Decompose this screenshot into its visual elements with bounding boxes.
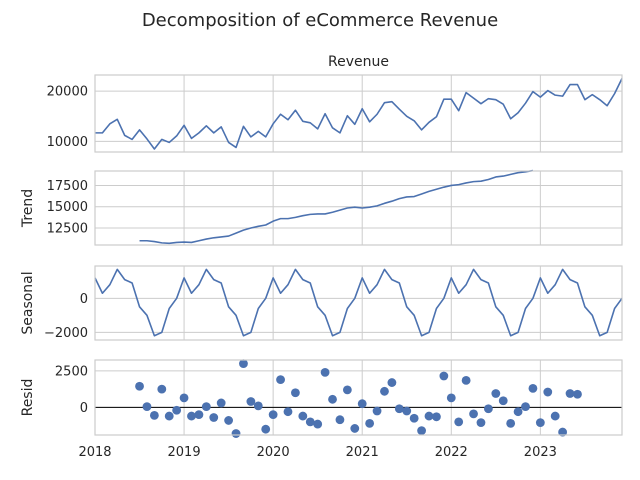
panel-frame	[94, 74, 623, 153]
observed-series-line	[95, 78, 623, 150]
resid-point	[157, 384, 167, 394]
x-tick-label: 2018	[78, 445, 111, 460]
resid-point	[313, 419, 323, 429]
resid-point	[424, 411, 434, 421]
resid-point	[216, 398, 226, 408]
resid-point	[498, 396, 508, 406]
resid-point	[201, 402, 211, 412]
resid-point	[298, 411, 308, 421]
y-tick-label: 0	[80, 401, 88, 416]
resid-point	[261, 424, 271, 434]
y-tick-label: −2000	[44, 326, 88, 341]
trend-series-line	[139, 169, 534, 245]
resid-point	[268, 410, 278, 420]
y-axis-label: Seasonal	[20, 271, 36, 334]
resid-point	[394, 404, 404, 414]
resid-point	[476, 418, 486, 428]
resid-point	[224, 416, 234, 425]
resid-point	[372, 406, 382, 416]
resid-point	[409, 413, 419, 423]
resid-point	[231, 429, 241, 438]
panel-resid: 0 2500 Resid	[20, 359, 623, 438]
resid-point	[149, 410, 159, 420]
resid-point	[446, 393, 456, 403]
resid-point	[558, 427, 568, 437]
resid-point	[335, 415, 345, 425]
resid-point	[357, 399, 367, 409]
y-tick-label: 0	[80, 292, 88, 307]
resid-point	[565, 389, 575, 398]
y-tick-label: 12500	[47, 221, 88, 236]
x-tick-label: 2023	[524, 445, 557, 460]
resid-point	[172, 405, 182, 415]
resid-point	[380, 386, 389, 396]
resid-point	[239, 359, 248, 369]
resid-point	[543, 387, 553, 397]
resid-point	[550, 411, 560, 421]
resid-point	[164, 411, 174, 421]
resid-point	[291, 388, 300, 398]
resid-point	[483, 404, 493, 414]
resid-point	[283, 407, 293, 417]
resid-point	[454, 417, 464, 427]
y-tick-label: 10000	[47, 135, 88, 150]
y-axis-label: Trend	[20, 189, 36, 228]
y-tick-label: 17500	[47, 179, 88, 194]
resid-point	[305, 417, 315, 427]
resid-point	[246, 397, 256, 406]
chart-title: Decomposition of eCommerce Revenue	[142, 10, 498, 31]
resid-point	[253, 401, 263, 411]
y-tick-label: 2500	[55, 364, 88, 379]
resid-point	[342, 385, 352, 395]
panel-trend: 12500 15000 17500 Trend	[20, 169, 623, 246]
resid-point	[402, 406, 412, 416]
y-axis-label: Resid	[20, 379, 36, 417]
resid-point	[387, 378, 397, 387]
resid-point	[179, 393, 189, 403]
resid-point	[506, 418, 516, 428]
resid-point	[135, 381, 144, 391]
x-tick-label: 2021	[346, 445, 379, 460]
resid-point	[528, 383, 538, 393]
panel-frame	[94, 265, 623, 341]
y-tick-label: 20000	[47, 85, 88, 100]
resid-point	[521, 402, 530, 412]
resid-point	[491, 389, 501, 398]
resid-point	[365, 418, 375, 428]
x-tick-label: 2019	[168, 445, 201, 460]
resid-point	[432, 412, 441, 422]
panel-title: Revenue	[328, 54, 389, 70]
x-tick-label: 2020	[257, 445, 290, 460]
x-tick-label: 2022	[435, 445, 468, 460]
seasonal-series-line	[94, 268, 623, 337]
resid-point	[350, 424, 360, 433]
y-tick-label: 15000	[47, 200, 88, 215]
panel-frame	[94, 170, 623, 246]
resid-point	[194, 410, 204, 420]
resid-point	[187, 411, 196, 421]
resid-point	[439, 371, 449, 381]
resid-point	[535, 418, 545, 428]
resid-point	[417, 426, 426, 436]
resid-point	[320, 367, 330, 377]
resid-point	[461, 375, 471, 385]
panel-seasonal: −2000 0 Seasonal	[20, 265, 623, 341]
resid-point	[142, 402, 152, 412]
resid-point	[209, 413, 219, 422]
resid-point	[328, 394, 337, 404]
panel-observed: 10000 20000 Revenue	[47, 54, 623, 153]
resid-point	[513, 407, 523, 417]
panel-frame	[94, 359, 623, 436]
resid-point	[469, 409, 478, 419]
resid-point	[276, 375, 285, 385]
resid-point	[573, 389, 582, 399]
